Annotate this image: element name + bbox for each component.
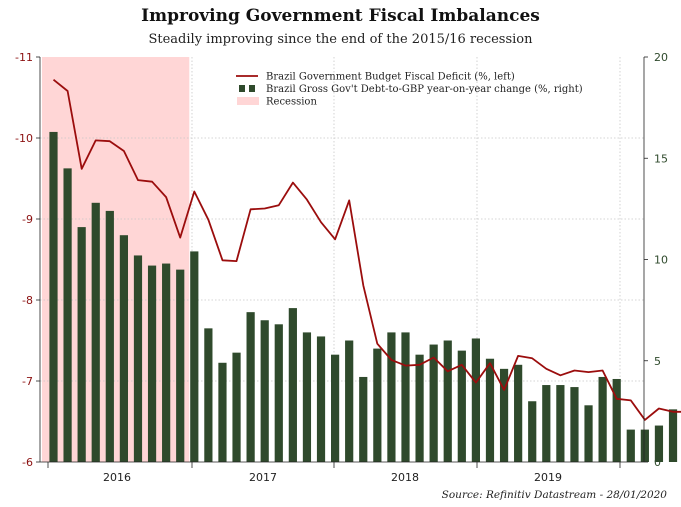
bar-debt-change [401,332,410,462]
bar-debt-change [387,332,396,462]
bar-debt-change [443,340,452,462]
bar-debt-change [77,227,86,462]
legend-swatch-recession [237,97,259,105]
bar-debt-change [162,263,171,462]
legend-label-fiscal-deficit: Brazil Government Budget Fiscal Deficit … [266,72,515,83]
bar-debt-change [359,376,368,462]
bar-debt-change [246,312,255,462]
source-note: Source: Refinitiv Datastream - 28/01/202… [441,489,667,501]
bar-debt-change [105,210,114,462]
right-tick-label: 10 [654,254,668,267]
bar-debt-change [204,328,213,462]
bar-debt-change [49,131,58,463]
right-tick-label: 15 [654,152,668,165]
bar-debt-change [626,429,635,462]
bar-debt-change [176,269,185,462]
left-tick-label: -11 [15,51,33,64]
bar-debt-change [331,354,340,462]
bar-debt-change [373,348,382,462]
bar-debt-change [190,251,199,462]
bar-debt-change [63,168,72,462]
bar-debt-change [612,378,621,462]
bar-debt-change [232,352,241,462]
bar-debt-change [570,387,579,462]
bar-debt-change [528,401,537,462]
chart-title: Improving Government Fiscal Imbalances [141,6,540,26]
bar-debt-change [598,376,607,462]
left-tick-label: -10 [15,132,33,145]
legend-label-recession: Recession [266,97,317,108]
left-tick-label: -9 [22,213,33,226]
bar-debt-change [485,358,495,462]
bar-debt-change [429,344,438,462]
x-year-label: 2019 [534,471,562,484]
x-year-label: 2017 [249,471,277,484]
legend-swatch-bar [249,85,255,92]
bar-debt-change [668,409,678,462]
bar-debt-change [316,336,326,462]
left-tick-label: -6 [22,456,33,469]
bar-debt-change [457,350,466,462]
bar-debt-change [654,425,664,462]
bar-debt-change [499,368,509,462]
bar-debt-change [119,235,128,462]
bar-debt-change [288,308,297,462]
legend-swatch-bar [239,85,245,92]
left-tick-label: -8 [22,294,33,307]
left-tick-label: -7 [22,375,33,388]
right-tick-label: 20 [654,51,668,64]
bar-debt-change [415,354,424,462]
bar-debt-change [218,362,227,462]
bar-debt-change [584,405,593,462]
x-year-label: 2018 [391,471,419,484]
bar-debt-change [274,324,283,462]
bar-debt-change [147,265,157,462]
bar-debt-change [640,429,649,462]
bar-debt-change [345,340,354,462]
x-year-label: 2016 [103,471,131,484]
legend-label-debt-change: Brazil Gross Gov't Debt-to-GBP year-on-y… [266,84,583,95]
bar-debt-change [514,364,523,462]
bar-debt-change [302,332,312,462]
bar-debt-change [133,255,143,462]
bar-debt-change [556,385,565,462]
bar-debt-change [471,338,480,462]
bar-debt-change [91,202,100,463]
chart-subtitle: Steadily improving since the end of the … [148,32,533,47]
bar-debt-change [260,320,269,462]
right-tick-label: 5 [654,355,661,368]
right-tick-label: 0 [654,456,661,469]
line-fiscal-deficit [52,78,681,421]
bar-debt-change [542,385,551,462]
